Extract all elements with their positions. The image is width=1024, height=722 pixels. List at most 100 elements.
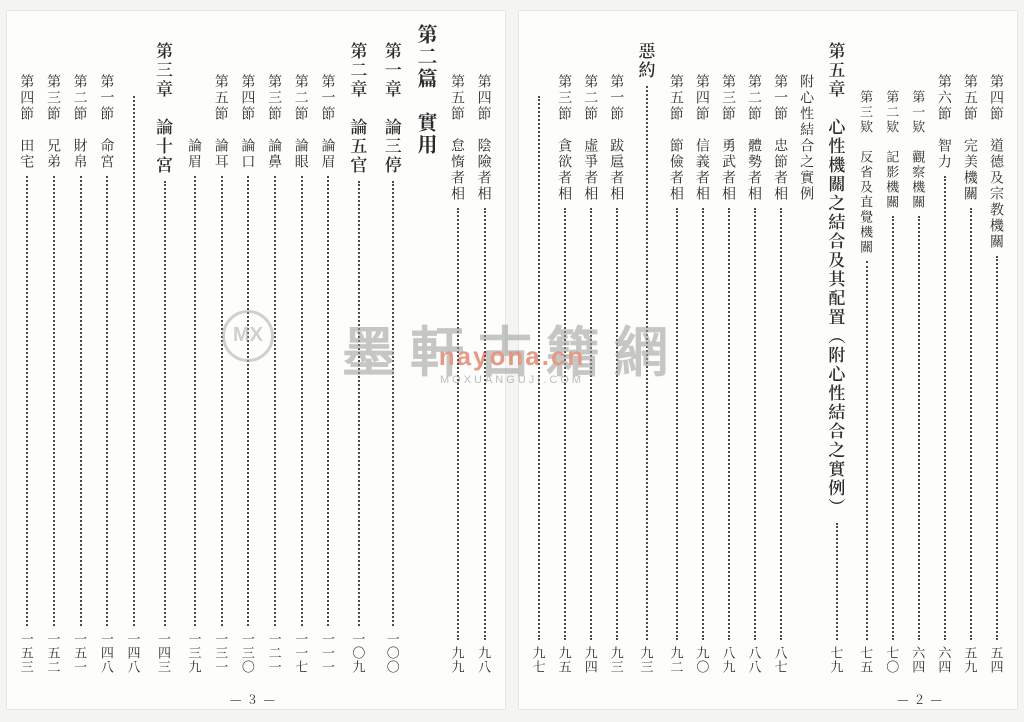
toc-entry: 第一節 論眉一一一 xyxy=(316,34,341,674)
toc-entry-page: 五四 xyxy=(987,646,1006,674)
toc-entry-title: 第二節 體勢者相 xyxy=(745,74,765,202)
toc-entry: 第二節 論眼一一七 xyxy=(289,34,314,674)
leader-dots xyxy=(836,523,838,640)
toc-entry-title: 第一節 跋扈者相 xyxy=(607,74,627,202)
toc-entry-page: 五九 xyxy=(961,646,980,674)
toc-entry: 第二篇 實用 xyxy=(411,34,443,674)
toc-entry-page: 一〇〇 xyxy=(384,632,403,674)
toc-entry-page: 一五二 xyxy=(44,632,63,674)
toc-entry-page: 八九 xyxy=(719,646,738,674)
toc-entry-title: 第二節 財帛 xyxy=(71,74,91,170)
toc-entry: 第三節 兄弟一五二 xyxy=(42,34,67,674)
toc-entry: 論眉一三九 xyxy=(183,34,208,674)
leader-dots xyxy=(702,208,704,640)
leader-dots xyxy=(676,208,678,640)
toc-entry: 惡約九三 xyxy=(631,34,662,674)
leader-dots xyxy=(392,181,394,626)
toc-entry-page: 一三〇 xyxy=(239,632,258,674)
toc-entry-page: 七九 xyxy=(827,646,846,674)
toc-entry: 第三欵 反省及直覺機關七五 xyxy=(855,34,879,674)
toc-entry: 第五章 心性機關之結合及其配置（附心性結合之實例） 七九 xyxy=(821,34,852,674)
leader-dots xyxy=(164,181,166,626)
toc-entry-title: 第二章 論五官 xyxy=(346,42,371,175)
toc-entry-title: 第二節 論眼 xyxy=(292,74,312,170)
toc-entry: 第二節 財帛一五一 xyxy=(68,34,93,674)
toc-entry: 第一章 論三停一〇〇 xyxy=(377,34,409,674)
leader-dots xyxy=(564,208,566,640)
leader-dots xyxy=(484,208,486,640)
toc-entry-page: 一一一 xyxy=(319,632,338,674)
leader-dots xyxy=(53,176,55,626)
toc-entry: 第一欵 觀察機關六四 xyxy=(907,34,931,674)
toc-entry-page: 九七 xyxy=(530,646,549,674)
toc-entry-page: 九三 xyxy=(638,646,657,674)
leader-dots xyxy=(221,176,223,626)
leader-dots xyxy=(866,261,868,640)
toc-entry-title xyxy=(124,74,144,90)
leader-dots xyxy=(918,216,920,640)
toc-entry-title: 第五章 心性機關之結合及其配置（附心性結合之實例） xyxy=(824,42,849,517)
leader-dots xyxy=(970,208,972,640)
toc-entry: 第四節 陰險者相九八 xyxy=(472,34,497,674)
toc-entry: 九七 xyxy=(527,34,551,674)
toc-entry-page: 七〇 xyxy=(883,646,902,674)
toc-entry-page: 九五 xyxy=(556,646,575,674)
toc-entry: 第二章 論五官一〇九 xyxy=(343,34,375,674)
toc-entry-page: 一五一 xyxy=(71,632,90,674)
toc-entry-title: 第四節 道德及宗教機關 xyxy=(987,74,1007,250)
toc-entry-title: 第四節 田宅 xyxy=(17,74,37,170)
toc-entry-title: 第一章 論三停 xyxy=(381,42,406,175)
toc-entry-title: 惡約 xyxy=(635,42,660,80)
toc-entry: 一四八 xyxy=(122,34,147,674)
toc-entry: 第四節 論口一三〇 xyxy=(236,34,261,674)
leader-dots xyxy=(80,176,82,626)
toc-entry-title: 第一節 忠節者相 xyxy=(771,74,791,202)
toc-entry-title: 第二欵 記影機關 xyxy=(883,90,902,210)
leader-dots xyxy=(327,176,329,626)
toc-entry-page: 一四三 xyxy=(155,632,174,674)
toc-entry-title: 第一節 命宮 xyxy=(97,74,117,170)
toc-entry: 第四節 信義者相九〇 xyxy=(691,34,715,674)
toc-entry: 第五節 節儉者相九二 xyxy=(665,34,689,674)
toc-entry-page: 九四 xyxy=(582,646,601,674)
toc-entry: 第二節 體勢者相八八 xyxy=(743,34,767,674)
toc-entry-page: 九三 xyxy=(608,646,627,674)
leader-dots xyxy=(892,216,894,640)
leader-dots xyxy=(996,256,998,640)
toc-entry: 第二節 虛爭者相九四 xyxy=(579,34,603,674)
toc-entry-page: 九〇 xyxy=(693,646,712,674)
toc-entry-page: 八七 xyxy=(772,646,791,674)
toc-entry: 第三節 論鼻一二一 xyxy=(263,34,288,674)
toc-entry-page: 一四八 xyxy=(98,632,117,674)
page-number-left: — 3 — xyxy=(230,689,277,708)
toc-entry-page: 一二一 xyxy=(266,632,285,674)
toc-entry-title: 第一節 論眉 xyxy=(318,74,338,170)
leader-dots xyxy=(590,208,592,640)
toc-entry: 第三節 勇武者相八九 xyxy=(717,34,741,674)
leader-dots xyxy=(247,176,249,626)
toc-entry-title: 第五節 怠惰者相 xyxy=(448,74,468,202)
leader-dots xyxy=(457,208,459,640)
toc-entry-page: 一三九 xyxy=(186,632,205,674)
toc-entry-title: 論眉 xyxy=(185,74,205,170)
leader-dots xyxy=(358,181,360,626)
leader-dots xyxy=(538,96,540,640)
toc-entry-page: 九八 xyxy=(475,646,494,674)
toc-entry: 第一節 命宮一四八 xyxy=(95,34,120,674)
toc-entry-page: 九二 xyxy=(667,646,686,674)
leader-dots xyxy=(754,208,756,640)
toc-entry-title: 第四節 信義者相 xyxy=(693,74,713,202)
toc-entry: 第四節 田宅一五三 xyxy=(15,34,40,674)
toc-entry-title: 第二篇 實用 xyxy=(413,24,442,156)
toc-entry: 第六節 智力六四 xyxy=(933,34,957,674)
toc-entry-page: 一〇九 xyxy=(349,632,368,674)
toc-entry-page: 六四 xyxy=(909,646,928,674)
toc-entry-page: 九九 xyxy=(448,646,467,674)
toc-entry-title xyxy=(529,74,549,90)
toc-entry: 第二欵 記影機關七〇 xyxy=(881,34,905,674)
toc-entry: 第五節 完美機關五九 xyxy=(959,34,983,674)
toc-page-right: 第四節 道德及宗教機關五四第五節 完美機關五九第六節 智力六四第一欵 觀察機關六… xyxy=(518,10,1018,710)
toc-entry-title: 附心性結合之實例 xyxy=(797,74,817,202)
toc-entry-title: 第三節 兄弟 xyxy=(44,74,64,170)
leader-dots xyxy=(944,176,946,640)
